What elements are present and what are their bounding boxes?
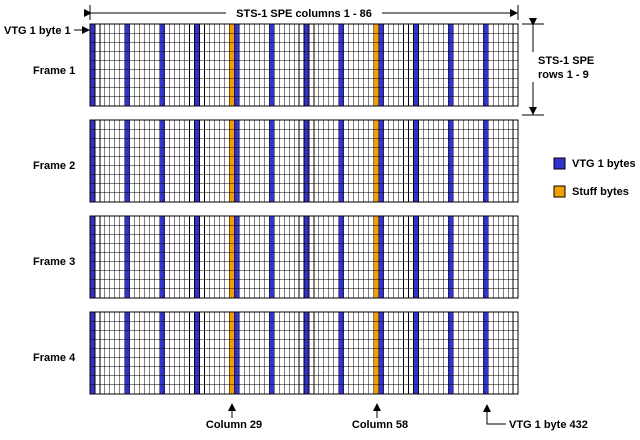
legend-vtg-swatch xyxy=(553,157,566,170)
stuff-column-29 xyxy=(229,216,235,298)
vtg-column-37 xyxy=(269,216,275,298)
column-58-label: Column 58 xyxy=(352,419,408,431)
rows-label-line2: rows 1 - 9 xyxy=(538,69,589,81)
vtg-column-80 xyxy=(483,312,489,394)
last-byte-arrow xyxy=(483,404,506,425)
vtg-column-44 xyxy=(304,216,309,298)
frame-1-grid xyxy=(89,23,519,107)
legend-vtg-label: VTG 1 bytes xyxy=(572,158,636,170)
legend-stuff-swatch xyxy=(553,185,566,198)
stuff-column-58 xyxy=(373,24,379,106)
rows-label-line1: STS-1 SPE xyxy=(538,55,594,67)
frame-1-label: Frame 1 xyxy=(33,65,75,77)
vtg-column-51 xyxy=(338,312,344,394)
vtg-column-15 xyxy=(159,216,165,298)
last-byte-label: VTG 1 byte 432 xyxy=(509,419,588,431)
vtg-column-73 xyxy=(448,312,454,394)
vtg-column-37 xyxy=(269,120,275,202)
vtg-column-1 xyxy=(90,120,95,202)
frame-2-grid xyxy=(89,119,519,203)
vtg-column-51 xyxy=(338,216,344,298)
vtg-column-22 xyxy=(194,312,200,394)
vtg-column-22 xyxy=(194,120,200,202)
vtg-column-30 xyxy=(234,216,240,298)
stuff-column-58 xyxy=(373,216,379,298)
vtg-column-66 xyxy=(413,120,419,202)
vtg-column-73 xyxy=(448,120,454,202)
first-byte-label: VTG 1 byte 1 xyxy=(4,25,71,37)
vtg-column-44 xyxy=(304,312,309,394)
vtg-column-51 xyxy=(338,120,344,202)
stuff-column-29 xyxy=(229,120,235,202)
vtg-column-22 xyxy=(194,216,200,298)
vtg-column-59 xyxy=(378,24,384,106)
frame-3-grid xyxy=(89,215,519,299)
vtg-column-66 xyxy=(413,216,419,298)
vtg-column-80 xyxy=(483,216,489,298)
frame-3-label: Frame 3 xyxy=(33,256,75,268)
frame-4-grid xyxy=(89,311,519,395)
frame-2-label: Frame 2 xyxy=(33,160,75,172)
vtg-column-8 xyxy=(124,24,130,106)
frame-border xyxy=(89,215,519,299)
vtg-column-59 xyxy=(378,120,384,202)
columns-label: STS-1 SPE columns 1 - 86 xyxy=(236,8,372,20)
stuff-column-58 xyxy=(373,120,379,202)
vtg-column-73 xyxy=(448,24,454,106)
vtg-column-30 xyxy=(234,120,240,202)
vtg-column-80 xyxy=(483,24,489,106)
stuff-column-29 xyxy=(229,312,235,394)
stuff-column-58 xyxy=(373,312,379,394)
vtg-column-30 xyxy=(234,312,240,394)
vtg-column-1 xyxy=(90,216,95,298)
frame-border xyxy=(89,119,519,203)
vtg-column-15 xyxy=(159,312,165,394)
vtg-column-8 xyxy=(124,312,130,394)
vtg-column-59 xyxy=(378,216,384,298)
vtg-column-15 xyxy=(159,120,165,202)
vtg-column-8 xyxy=(124,120,130,202)
vtg-column-37 xyxy=(269,24,275,106)
frame-4-label: Frame 4 xyxy=(33,352,76,364)
vtg-column-73 xyxy=(448,216,454,298)
stuff-column-29 xyxy=(229,24,235,106)
vtg-column-30 xyxy=(234,24,240,106)
vtg-column-37 xyxy=(269,312,275,394)
vtg-column-66 xyxy=(413,312,419,394)
frame-border xyxy=(89,23,519,107)
vtg-column-15 xyxy=(159,24,165,106)
vtg-column-59 xyxy=(378,312,384,394)
vtg-column-8 xyxy=(124,216,130,298)
vtg-column-66 xyxy=(413,24,419,106)
column-29-label: Column 29 xyxy=(206,419,262,431)
vtg-column-1 xyxy=(90,312,95,394)
vtg-column-51 xyxy=(338,24,344,106)
vtg-column-22 xyxy=(194,24,200,106)
vtg-column-44 xyxy=(304,24,309,106)
legend-stuff-label: Stuff bytes xyxy=(572,186,629,198)
frame-border xyxy=(89,311,519,395)
vtg-column-80 xyxy=(483,120,489,202)
vtg-column-44 xyxy=(304,120,309,202)
vtg-column-1 xyxy=(90,24,95,106)
